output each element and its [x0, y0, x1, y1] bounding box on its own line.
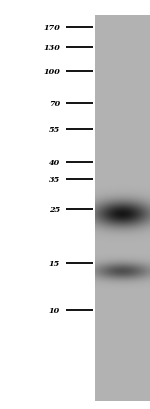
Text: 10: 10: [49, 306, 60, 314]
Text: 55: 55: [49, 126, 60, 134]
Text: 170: 170: [43, 24, 60, 32]
Text: 25: 25: [49, 206, 60, 214]
Text: 100: 100: [43, 68, 60, 76]
Text: 130: 130: [43, 44, 60, 52]
Text: 40: 40: [49, 159, 60, 167]
Text: 70: 70: [49, 99, 60, 108]
Text: 15: 15: [49, 260, 60, 268]
Text: 35: 35: [49, 176, 60, 184]
Bar: [95, 16, 150, 401]
